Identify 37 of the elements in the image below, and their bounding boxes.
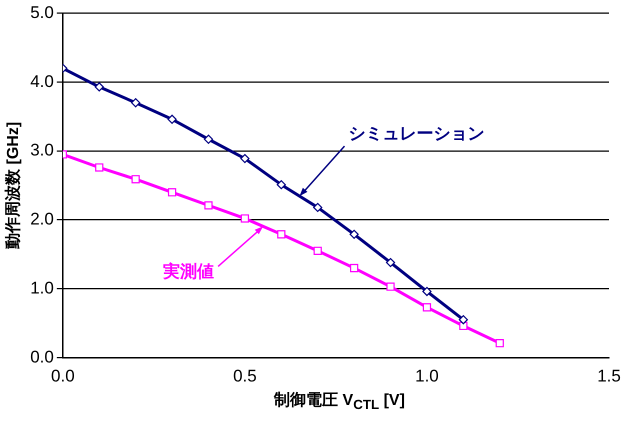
- point: [386, 282, 395, 291]
- point: [496, 339, 504, 348]
- point: [94, 82, 104, 92]
- point: [168, 188, 176, 196]
- y-axis-title: 動作周波数 [GHz]: [4, 122, 22, 250]
- y-tick-label: 3.0: [30, 140, 54, 160]
- text: 実測値: [162, 262, 214, 282]
- x-tick-label: 1.5: [597, 366, 621, 386]
- x-tick-label: 0.0: [51, 366, 75, 386]
- y-tick-label: 0.0: [30, 347, 54, 366]
- point: [240, 154, 250, 164]
- x-axis-title: 制御電圧 V$_{CTL}$ [V]: [272, 390, 406, 412]
- x-tick-label: 0.5: [233, 366, 257, 386]
- point: [313, 202, 322, 212]
- point: [314, 246, 322, 255]
- y-tick-label: 1.0: [30, 278, 54, 298]
- point: [95, 163, 104, 172]
- x-tick-label: 1.0: [415, 366, 439, 386]
- point: [458, 315, 468, 324]
- point: [167, 114, 177, 124]
- point: [240, 214, 250, 223]
- point: [132, 175, 140, 184]
- y-tick-label: 4.0: [30, 72, 54, 91]
- text: シミュレーション: [348, 124, 485, 143]
- point: [459, 322, 468, 330]
- point: [204, 201, 213, 210]
- point: [422, 303, 432, 312]
- y-tick-label: 2.0: [30, 210, 54, 229]
- y-tick-label: 5.0: [30, 2, 54, 22]
- point: [350, 264, 358, 272]
- point: [386, 258, 396, 268]
- point: [204, 134, 214, 144]
- point: [350, 230, 359, 239]
- point: [276, 180, 286, 190]
- point: [422, 286, 432, 296]
- point: [277, 230, 286, 238]
- point: [131, 98, 140, 108]
